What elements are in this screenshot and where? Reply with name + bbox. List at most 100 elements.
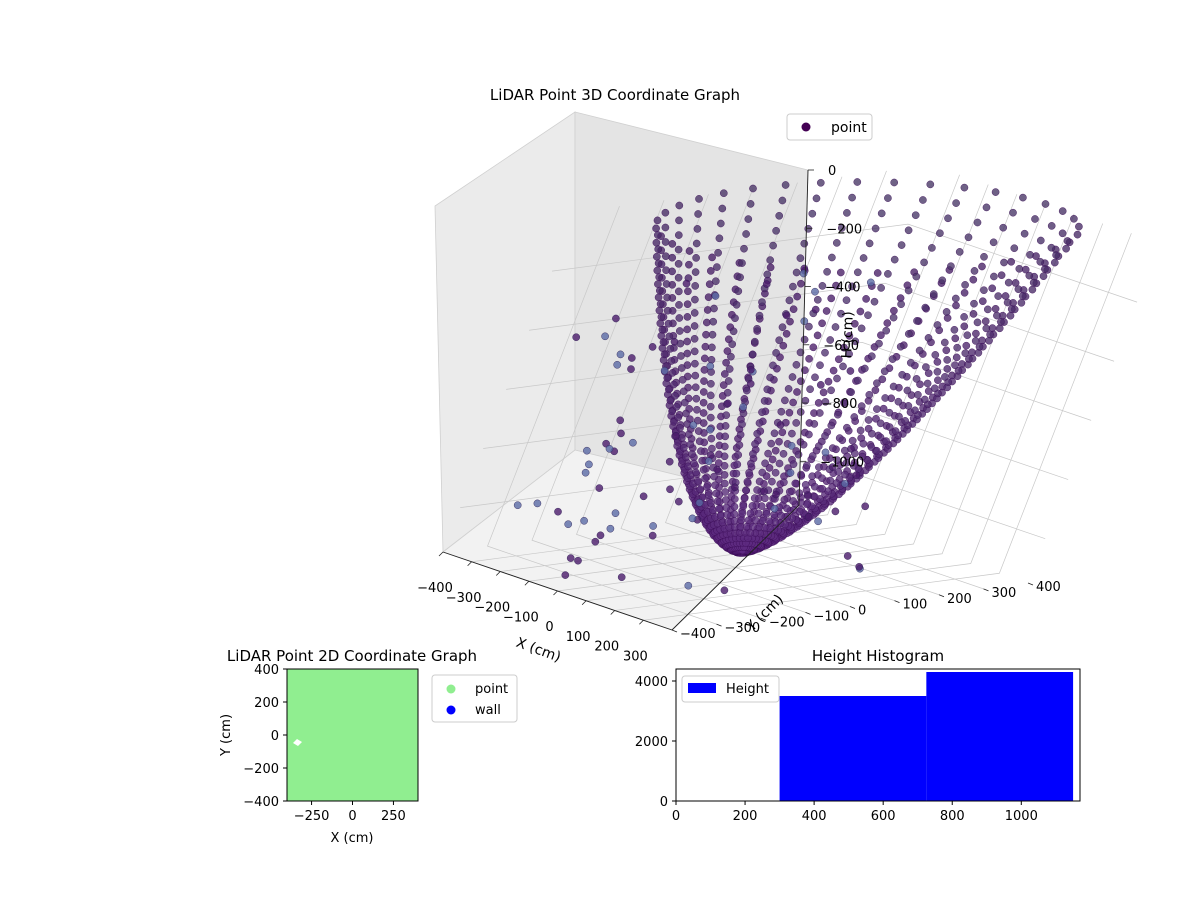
dome-point [859, 439, 868, 448]
dome-point [1018, 292, 1027, 300]
outlier-point [811, 305, 820, 314]
dome-point [800, 239, 809, 248]
dome-point [732, 300, 741, 309]
dome-point [730, 502, 739, 511]
dome-point [764, 449, 772, 458]
outlier-point [786, 468, 795, 477]
dome-point [993, 311, 1001, 320]
dome-point [1007, 305, 1016, 313]
outlier-point [629, 438, 637, 447]
dome-point [952, 301, 960, 310]
y-tick-mark [983, 588, 989, 592]
ticks-2d: −250 0 250 400 200 0 −200 −400 [243, 663, 406, 824]
dome-point [988, 284, 997, 293]
dome-point [1026, 250, 1034, 259]
dome-point [952, 353, 961, 362]
dome-point [762, 509, 771, 518]
dome-point [813, 331, 822, 340]
dome-point [821, 348, 829, 357]
dome-point [960, 322, 969, 331]
dome-point [766, 373, 774, 382]
dome-point [675, 301, 683, 309]
dome-point [1019, 193, 1027, 202]
dome-point [1039, 272, 1048, 281]
dome-point [797, 279, 805, 288]
dome-point [699, 409, 708, 417]
x-tick-mark [553, 590, 558, 596]
dome-point [796, 498, 805, 507]
dome-point [816, 409, 824, 417]
pane-grid-line-x [500, 184, 989, 572]
dome-point [690, 347, 699, 356]
dome-point [720, 471, 729, 479]
dome-point [675, 231, 683, 239]
dome-point [750, 494, 759, 503]
dome-point [751, 337, 759, 346]
dome-point [799, 440, 808, 449]
dome-point [692, 468, 700, 477]
dome-point [930, 290, 938, 298]
dome-point [732, 469, 741, 478]
dome-point [1003, 298, 1012, 307]
pane-grid-line-x [643, 233, 1132, 621]
dome-point [715, 504, 723, 513]
dome-point [828, 253, 836, 262]
dome-point-cloud [652, 178, 1083, 557]
outlier-point [706, 362, 715, 371]
legend-2d-point-label: point [475, 682, 508, 697]
x-tick-label-2d: −250 [294, 809, 330, 824]
dome-point [923, 379, 932, 388]
dome-point [761, 494, 769, 503]
dome-point [695, 437, 704, 446]
dome-point [913, 317, 921, 325]
dome-point [694, 210, 702, 218]
dome-point [810, 420, 819, 428]
dome-point [723, 388, 732, 397]
dome-point [827, 421, 836, 430]
dome-point [904, 286, 913, 295]
dome-point [829, 366, 838, 375]
dome-point [907, 358, 915, 367]
dome-point [882, 326, 891, 335]
dome-point [744, 516, 753, 525]
dome-point [688, 450, 696, 458]
dome-point [713, 263, 721, 271]
outlier-point [513, 501, 522, 510]
dome-point [999, 223, 1008, 232]
dome-point [805, 322, 813, 331]
dome-point [955, 248, 964, 256]
dome-point [733, 460, 742, 469]
dome-point [804, 224, 813, 233]
dome-point [729, 327, 738, 336]
dome-point [658, 325, 667, 334]
dome-point [985, 336, 993, 345]
dome-point [707, 267, 715, 275]
dome-point [982, 324, 991, 333]
dome-point [805, 430, 813, 439]
outlier-point [746, 379, 755, 388]
dome-point [793, 388, 801, 396]
dome-point [971, 337, 980, 345]
chart-2d-title: LiDAR Point 2D Coordinate Graph [227, 647, 477, 665]
dome-point [970, 299, 978, 308]
z-tick-label: −200 [826, 222, 862, 237]
dome-point [789, 282, 797, 291]
dome-point [884, 194, 892, 202]
dome-point [791, 479, 800, 488]
dome-point [681, 398, 689, 407]
pane-grid-line-z [506, 342, 1092, 421]
dome-point [872, 414, 880, 423]
y-tick-label-2d: 200 [254, 696, 279, 711]
dome-point [981, 317, 990, 326]
dome-point [865, 239, 874, 248]
dome-point [858, 452, 867, 461]
y-tick-label: −300 [725, 621, 761, 636]
x-tick-label-hist: 200 [733, 809, 758, 824]
dome-point [864, 416, 873, 424]
dome-point [668, 253, 677, 262]
y-tick-mark [760, 617, 767, 621]
dome-point [731, 495, 739, 503]
z-axis-ticks: 0 −200 −400 −600 −800 −1000 [800, 164, 864, 470]
dome-point [835, 355, 843, 364]
